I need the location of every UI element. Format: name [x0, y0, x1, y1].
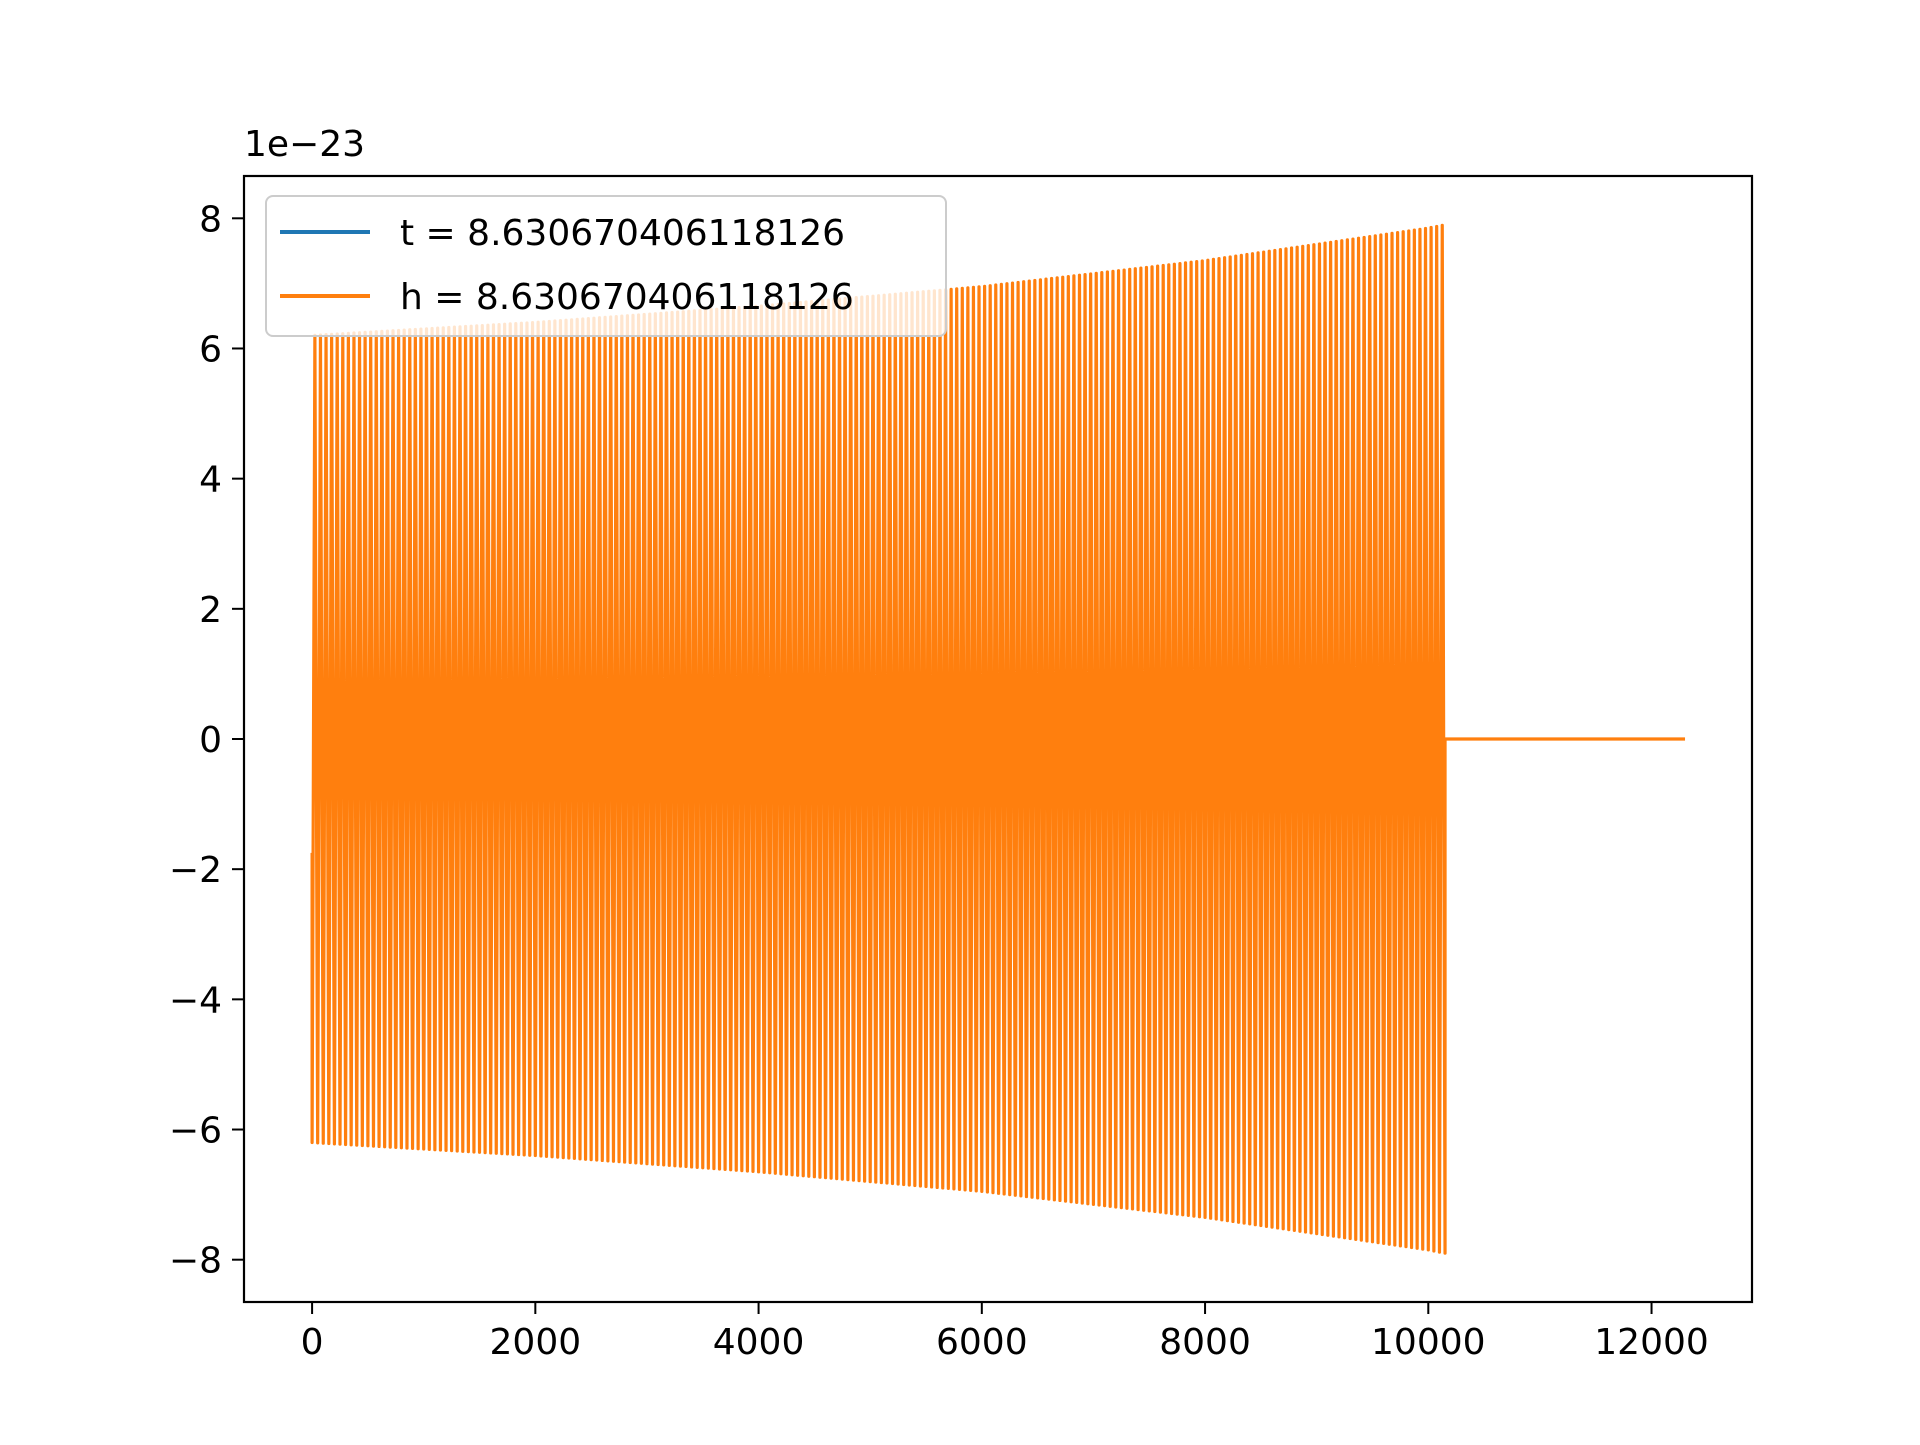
y-tick-label: −8	[169, 1241, 222, 1282]
y-axis: −8 −6 −4 −2 0 2 4 6 8	[169, 199, 244, 1282]
x-tick-label: 8000	[1159, 1322, 1251, 1363]
y-tick-label: −2	[169, 850, 222, 891]
y-tick-label: 0	[199, 720, 222, 761]
y-tick-label: 8	[199, 199, 222, 240]
y-tick-label: 4	[199, 460, 222, 501]
y-tick-label: −6	[169, 1111, 222, 1152]
series-group	[310, 223, 1686, 1255]
x-tick-label: 2000	[490, 1322, 582, 1363]
legend-label: h = 8.630670406118126	[400, 277, 854, 318]
x-tick-label: 0	[301, 1322, 324, 1363]
x-tick-label: 4000	[713, 1322, 805, 1363]
y-tick-label: −4	[169, 980, 222, 1021]
x-tick-label: 10000	[1371, 1322, 1486, 1363]
legend: t = 8.630670406118126 h = 8.6306704061181…	[265, 195, 947, 337]
legend-box	[265, 195, 947, 337]
x-axis: 0 2000 4000 6000 8000 10000 12000	[301, 1302, 1709, 1363]
series-line-h	[310, 223, 1686, 1255]
legend-label: t = 8.630670406118126	[400, 213, 845, 254]
x-tick-label: 12000	[1594, 1322, 1709, 1363]
y-offset-label: 1e−23	[244, 124, 365, 165]
y-tick-label: 6	[199, 329, 222, 370]
plot-area	[310, 223, 1686, 1255]
y-tick-label: 2	[199, 590, 222, 631]
x-tick-label: 6000	[936, 1322, 1028, 1363]
